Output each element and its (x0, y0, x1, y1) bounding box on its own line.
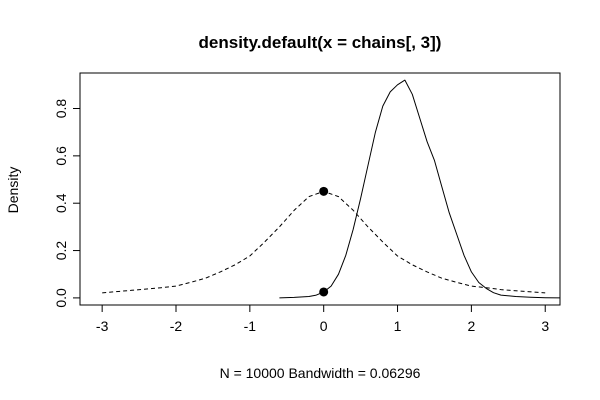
y-tick-label: 0.0 (53, 288, 69, 308)
x-tick-label: 1 (394, 318, 402, 334)
points-layer (319, 186, 329, 297)
series-solid-line (279, 79, 561, 299)
x-tick-label: 2 (467, 318, 475, 334)
y-tick-label: 0.6 (53, 146, 69, 166)
series-layer (102, 79, 561, 299)
x-axis-label: N = 10000 Bandwidth = 0.06296 (220, 365, 421, 381)
y-tick-label: 0.4 (53, 193, 69, 213)
y-tick-label: 0.8 (53, 99, 69, 119)
x-tick-label: -2 (170, 318, 183, 334)
x-tick-label: 0 (320, 318, 328, 334)
y-tick-label: 0.2 (53, 241, 69, 261)
series-dashed-line (102, 190, 546, 294)
x-tick-label: -1 (244, 318, 257, 334)
axes: -3 -2 -1 0 1 2 3 0.0 0.2 0.4 0.6 0.8 (53, 99, 549, 334)
y-axis-label: Density (5, 167, 21, 214)
x-tick-label: 3 (541, 318, 549, 334)
data-point (319, 287, 329, 297)
x-tick-label: -3 (96, 318, 109, 334)
chart-title: density.default(x = chains[, 3]) (199, 33, 442, 52)
data-point (319, 186, 329, 196)
